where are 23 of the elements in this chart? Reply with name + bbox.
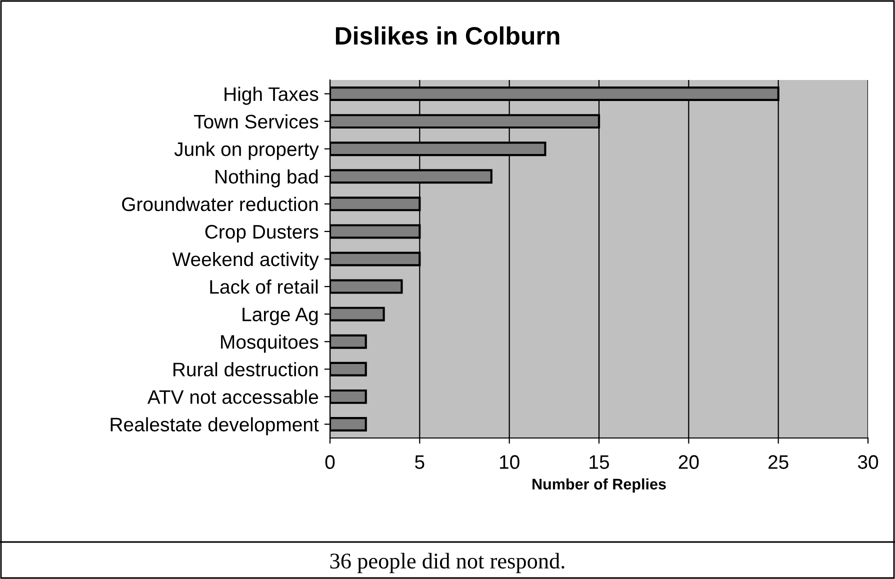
x-tick-label: 25 <box>768 455 788 469</box>
x-tick-label: 15 <box>590 455 609 469</box>
y-tick-label: Town Services <box>194 114 318 129</box>
y-tick-label: Rural destruction <box>174 362 318 376</box>
y-tick-label: Groundwater reduction <box>122 196 318 212</box>
y-tick-label: Large Ag <box>242 308 318 326</box>
text: 36 people did not respond. <box>330 552 564 574</box>
x-tick-label: 10 <box>500 455 520 469</box>
y-tick-label: Realestate development <box>110 417 319 436</box>
x-tick-label: 0 <box>325 455 335 469</box>
y-tick-label: Lack of retail <box>210 279 318 294</box>
x-tick-label: 20 <box>678 455 699 469</box>
y-tick-label: Nothing bad <box>216 169 318 188</box>
x-tick-label: 5 <box>415 455 424 469</box>
chart-title: Dislikes in Colburn <box>336 26 560 45</box>
y-tick-label: Junk on property <box>174 142 319 160</box>
y-tick-label: Crop Dusters <box>205 224 318 243</box>
y-tick-label: ATV not accessable <box>147 390 318 404</box>
x-tick-label: 30 <box>858 455 878 469</box>
y-tick-label: High Taxes <box>224 86 318 105</box>
y-tick-label: Mosquitoes <box>221 334 318 353</box>
y-tick-label: Weekend activity <box>172 252 319 270</box>
x-axis-title: Number of Replies <box>532 478 666 493</box>
